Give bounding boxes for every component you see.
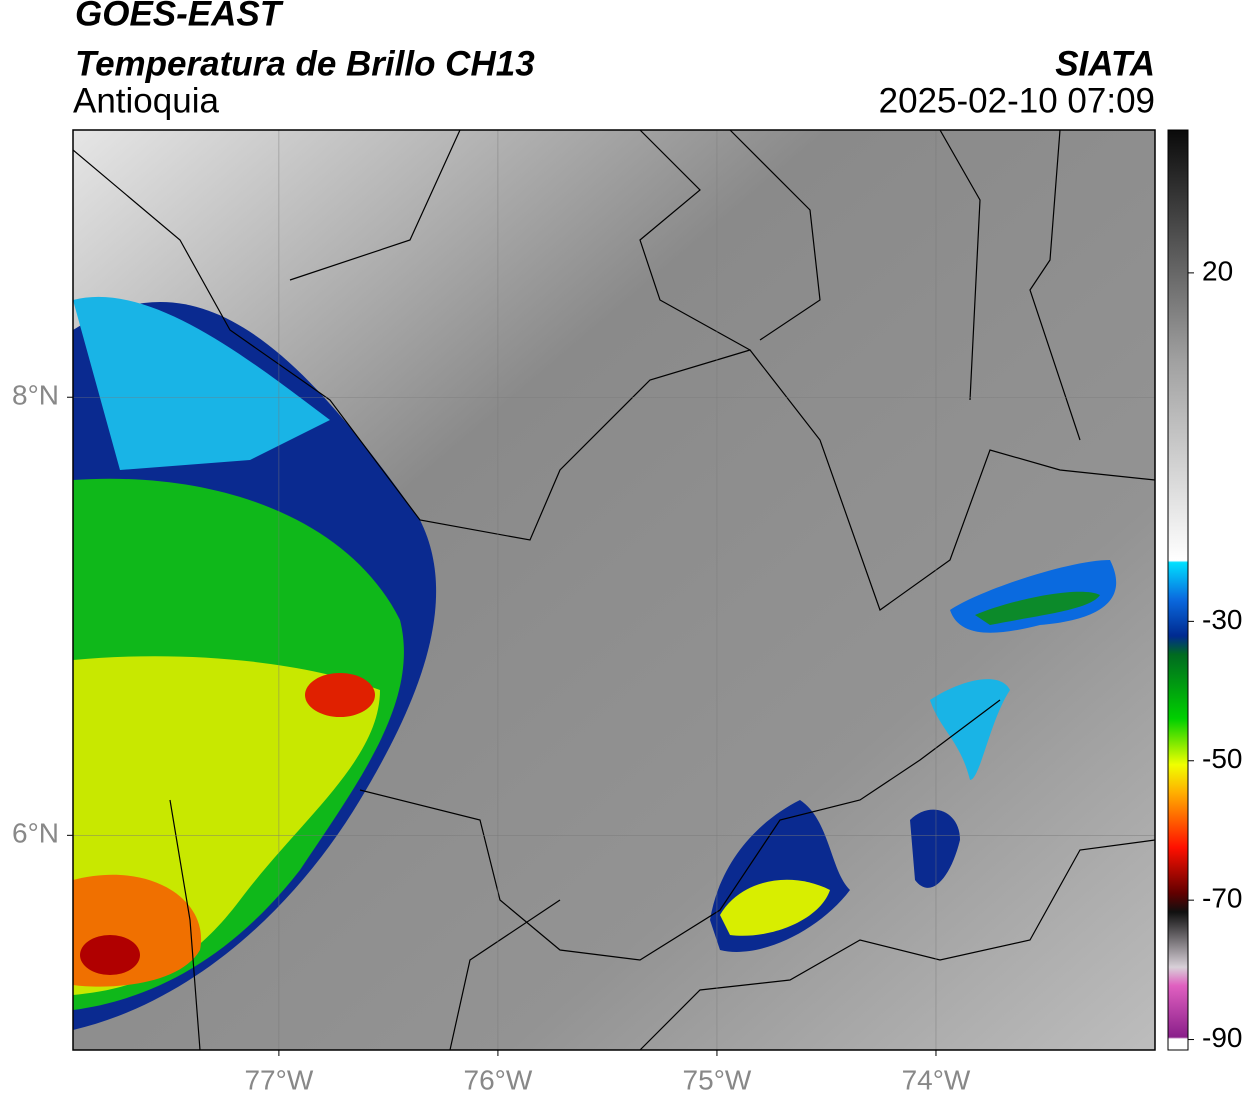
x-tick-label: 76°W: [464, 1064, 533, 1095]
cloud-yellow: [720, 879, 830, 936]
x-tick-label: 77°W: [244, 1064, 313, 1095]
colorbar: [1167, 129, 1189, 1051]
x-tick-label: 75°W: [683, 1064, 752, 1095]
satellite-title: GOES-EAST: [75, 0, 284, 33]
colorbar-tick-label: -70: [1202, 883, 1242, 914]
timestamp: 2025-02-10 07:09: [879, 81, 1155, 120]
border-line: [289, 130, 1081, 441]
product-title: Temperatura de Brillo CH13: [75, 44, 535, 83]
region-label: Antioquia: [73, 81, 219, 120]
colorbar-tick-label: -50: [1202, 743, 1242, 774]
cloud-red: [305, 673, 375, 717]
cloud-green: [975, 591, 1100, 625]
colorbar-tick-label: -90: [1202, 1022, 1242, 1053]
border-line: [73, 149, 1155, 611]
border-line: [169, 699, 1155, 1050]
cloud-cyan: [73, 296, 330, 470]
cloud-dark-blue: [910, 809, 960, 888]
y-tick-label: 6°N: [12, 818, 59, 849]
cloud-red: [80, 935, 140, 975]
colorbar-tick-label: -30: [1202, 604, 1242, 635]
x-tick-label: 74°W: [902, 1064, 971, 1095]
map-frame: [72, 129, 1156, 1051]
imagery: [73, 130, 1155, 1050]
source-label: SIATA: [1055, 44, 1155, 83]
y-tick-label: 8°N: [12, 380, 59, 411]
colorbar-tick-label: 20: [1202, 255, 1233, 286]
cloud-cyan: [930, 679, 1010, 780]
graticule: [73, 130, 1155, 1050]
